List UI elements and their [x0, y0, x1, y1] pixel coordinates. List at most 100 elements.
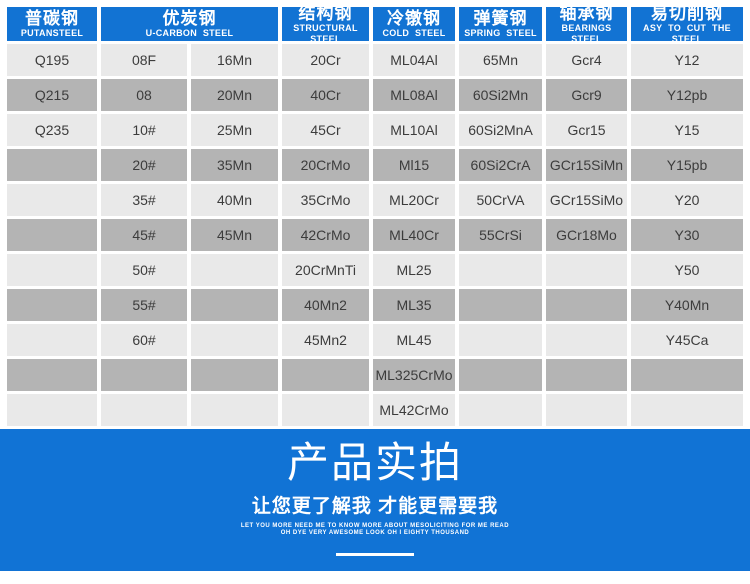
column-title-en: COLD STEEL [382, 28, 446, 38]
steel-grade-cell: Gcr4 [546, 44, 627, 76]
steel-grade-cell: 35Mn [191, 149, 278, 181]
column-header-7: 易切削钢 ASY TO CUT THE STEEL [631, 3, 743, 44]
steel-grade-cell: Y20 [631, 184, 743, 216]
steel-grade-cell [459, 394, 542, 426]
steel-grade-cell: ML42CrMo [373, 394, 455, 426]
steel-grade-cell [546, 324, 627, 356]
steel-grade-cell: 60Si2CrA [459, 149, 542, 181]
steel-grade-cell: 20CrMnTi [282, 254, 369, 286]
steel-grade-cell: 10# [101, 114, 187, 146]
steel-grade-cell [459, 254, 542, 286]
steel-grade-cell: 40Mn2 [282, 289, 369, 321]
steel-grade-cell: ML10Al [373, 114, 455, 146]
steel-grade-cell: Y15 [631, 114, 743, 146]
product-photos-banner: 产品实拍 让您更了解我 才能更需要我 LET YOU MORE NEED ME … [0, 429, 750, 571]
steel-grade-cell [101, 359, 187, 391]
steel-grade-cell [459, 324, 542, 356]
column-header-5: 弹簧钢 SPRING STEEL [459, 7, 542, 41]
steel-grade-cell: ML45 [373, 324, 455, 356]
banner-subtitle: 让您更了解我 才能更需要我 [251, 496, 499, 517]
steel-grade-cell [7, 254, 97, 286]
steel-grade-cell: 45# [101, 219, 187, 251]
steel-grade-cell: Q235 [7, 114, 97, 146]
steel-grade-cell: Y30 [631, 219, 743, 251]
steel-grade-cell: 60Si2Mn [459, 79, 542, 111]
steel-grade-cell: 55# [101, 289, 187, 321]
column-title-cn: 结构钢 [298, 3, 353, 23]
column-title-en: U-CARBON STEEL [145, 28, 234, 38]
steel-grade-cell [7, 184, 97, 216]
steel-grade-cell [7, 359, 97, 391]
column-title-cn: 普碳钢 [25, 9, 79, 28]
steel-grade-cell [7, 289, 97, 321]
steel-grade-cell: ML04Al [373, 44, 455, 76]
steel-grade-cell: 65Mn [459, 44, 542, 76]
column-header-3: 结构钢 STRUCTURAL STEEL [282, 3, 369, 44]
steel-grade-cell [7, 394, 97, 426]
steel-grade-cell [7, 324, 97, 356]
steel-grade-cell: ML25 [373, 254, 455, 286]
banner-tagline: LET YOU MORE NEED ME TO KNOW MORE ABOUT … [241, 523, 509, 537]
steel-grade-cell: Y50 [631, 254, 743, 286]
steel-grade-cell: ML08Al [373, 79, 455, 111]
steel-grade-cell: 08 [101, 79, 187, 111]
column-title-en: SPRING STEEL [464, 28, 537, 38]
column-title-cn: 冷镦钢 [387, 9, 441, 28]
column-header-2: 优炭钢 U-CARBON STEEL [101, 7, 278, 41]
steel-grade-cell: Q195 [7, 44, 97, 76]
steel-grade-cell [101, 394, 187, 426]
banner-tagline-line2: OH DYE VERY AWESOME LOOK OH I EIGHTY THO… [280, 530, 470, 536]
steel-grade-cell: 20CrMo [282, 149, 369, 181]
steel-grade-cell [191, 289, 278, 321]
steel-grade-cell [7, 149, 97, 181]
steel-grade-cell [7, 219, 97, 251]
steel-grade-cell: 45Mn2 [282, 324, 369, 356]
steel-grade-cell: Q215 [7, 79, 97, 111]
banner-divider [336, 553, 414, 556]
steel-grade-cell: Gcr9 [546, 79, 627, 111]
steel-grade-cell [282, 359, 369, 391]
steel-grade-cell: Gcr15 [546, 114, 627, 146]
steel-grade-cell: GCr15SiMo [546, 184, 627, 216]
steel-grade-cell: 25Mn [191, 114, 278, 146]
steel-grade-cell [191, 254, 278, 286]
column-header-6: 轴承钢 BEARINGS STEEL [546, 3, 627, 44]
steel-grade-cell [546, 359, 627, 391]
steel-grade-cell: 55CrSi [459, 219, 542, 251]
steel-grade-cell: GCr15SiMn [546, 149, 627, 181]
steel-grade-cell: 35CrMo [282, 184, 369, 216]
steel-grade-cell: Y15pb [631, 149, 743, 181]
steel-grade-cell: Ml15 [373, 149, 455, 181]
steel-grade-cell [459, 289, 542, 321]
steel-grade-cell: 50# [101, 254, 187, 286]
steel-grade-cell [459, 359, 542, 391]
steel-grade-cell: Y40Mn [631, 289, 743, 321]
steel-grade-cell [282, 394, 369, 426]
steel-grade-cell [191, 359, 278, 391]
column-title-cn: 易切削钢 [651, 3, 723, 23]
banner-tagline-line1: LET YOU MORE NEED ME TO KNOW MORE ABOUT … [240, 523, 510, 529]
banner-title: 产品实拍 [286, 439, 463, 486]
steel-grade-cell [546, 254, 627, 286]
steel-grade-cell: ML35 [373, 289, 455, 321]
steel-grade-cell: 20# [101, 149, 187, 181]
steel-grade-cell: 40Cr [282, 79, 369, 111]
steel-grade-cell: Y12 [631, 44, 743, 76]
steel-grade-cell: Y12pb [631, 79, 743, 111]
steel-grade-cell: 60# [101, 324, 187, 356]
column-header-1: 普碳钢 PUTANSTEEL [7, 7, 97, 41]
steel-grade-cell: 08F [101, 44, 187, 76]
steel-grade-cell: 20Mn [191, 79, 278, 111]
steel-grade-cell [631, 359, 743, 391]
steel-grade-cell: Y45Ca [631, 324, 743, 356]
column-title-en: STRUCTURAL STEEL [293, 22, 358, 44]
steel-grade-cell: 42CrMo [282, 219, 369, 251]
steel-grade-cell [546, 394, 627, 426]
column-title-cn: 弹簧钢 [473, 9, 528, 28]
steel-grade-cell: ML40Cr [373, 219, 455, 251]
steel-grades-table: 普碳钢 PUTANSTEEL 优炭钢 U-CARBON STEEL 结构钢 STRUCTU… [7, 3, 743, 426]
steel-grade-cell [546, 289, 627, 321]
steel-grade-cell: 16Mn [191, 44, 278, 76]
column-title-cn: 轴承钢 [559, 3, 614, 23]
steel-grade-cell: 60Si2MnA [459, 114, 542, 146]
